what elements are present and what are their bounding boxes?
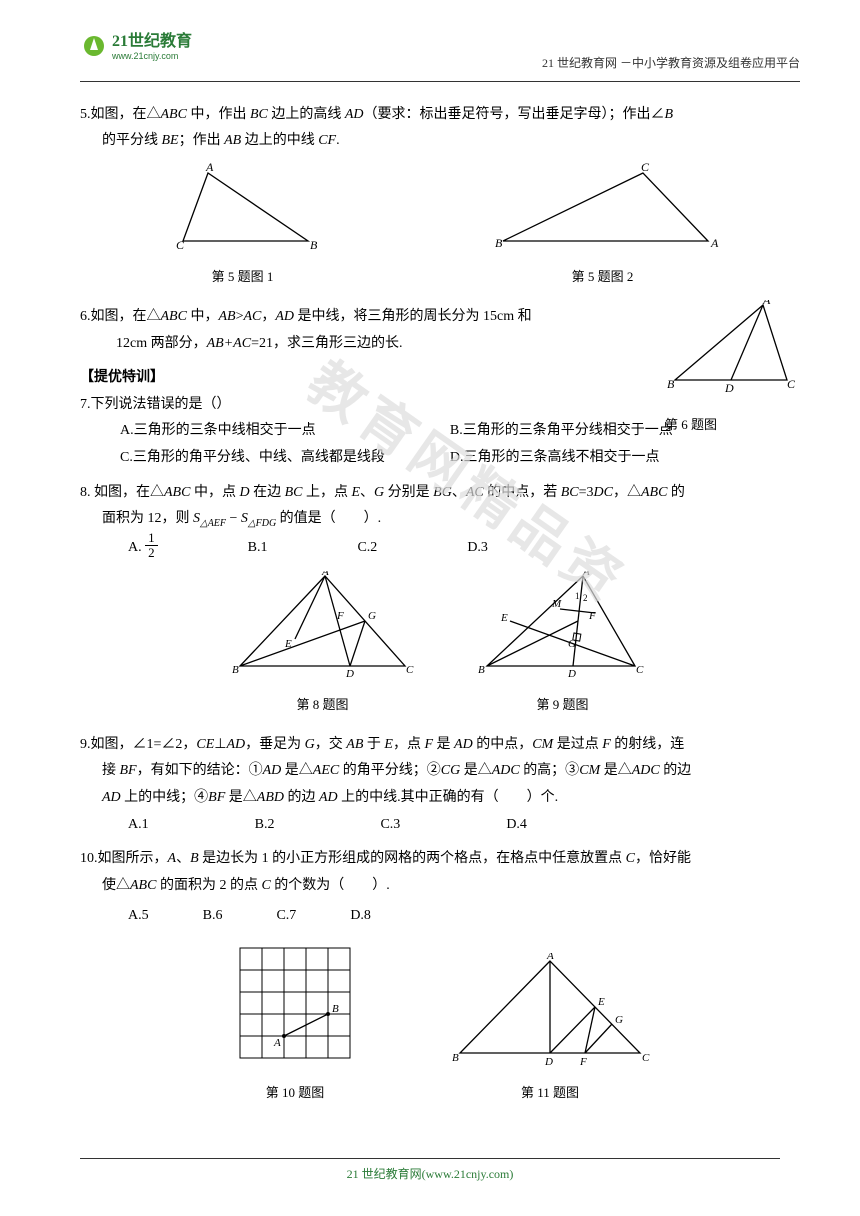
question-5: 5.如图，在△ABC 中，作出 BC 边上的高线 AD（要求：标出垂足符号，写出… [80,102,800,155]
svg-text:G: G [615,1014,623,1026]
q5-figures: A C B 第 5 题图 1 C B A 第 5 题图 2 [80,163,800,290]
svg-text:B: B [667,377,675,391]
q8-option-d: D.3 [467,535,488,562]
svg-text:F: F [588,610,596,622]
svg-text:A: A [273,1037,281,1049]
q11-figure: A B C D E F G 第 11 题图 [450,953,650,1105]
question-9: 9.如图，∠1=∠2，CE⊥AD，垂足为 G，交 AB 于 E，点 F 是 AD… [80,732,800,838]
svg-text:A: A [205,163,214,174]
q8-figure: A B C D E F G 第 8 题图 [230,571,415,718]
q7-option-a: A.三角形的三条中线相交于一点 [120,418,446,445]
svg-text:A: A [710,236,719,250]
q9-option-b: B.2 [255,812,275,839]
q7-option-c: C.三角形的角平分线、中线、高线都是线段 [120,445,446,472]
svg-text:D: D [345,668,354,680]
svg-text:C: C [642,1052,650,1064]
svg-text:G: G [568,638,576,650]
svg-text:M: M [551,598,562,610]
q5-figure-2: C B A 第 5 题图 2 [483,163,723,290]
svg-text:D: D [724,381,734,395]
svg-text:B: B [332,1003,339,1015]
page-header: 21世纪教育 www.21cnjy.com 21 世纪教育网 －中小学教育资源及… [80,0,800,82]
svg-text:C: C [636,664,644,676]
q10-option-a: A.5 [128,903,149,930]
svg-text:D: D [544,1056,553,1068]
question-10: 10.如图所示，A、B 是边长为 1 的小正方形组成的网格的两个格点，在格点中任… [80,846,800,930]
svg-text:A: A [321,571,329,578]
logo: 21世纪教育 www.21cnjy.com [80,28,240,75]
svg-text:D: D [567,668,576,680]
q8-option-c: C.2 [357,535,377,562]
svg-text:F: F [336,610,344,622]
svg-text:E: E [597,996,605,1008]
q7-option-d: D.三角形的三条高线不相交于一点 [450,445,776,472]
q8-option-a: A. 12 [128,533,158,563]
q6-figure: A B D C 第 6 题图 [665,300,795,437]
q9-option-c: C.3 [380,812,400,839]
q10-figure: A B 第 10 题图 [230,938,360,1105]
svg-text:www.21cnjy.com: www.21cnjy.com [111,51,178,61]
svg-text:B: B [452,1052,459,1064]
svg-text:B: B [478,664,485,676]
q10-option-d: D.8 [350,903,371,930]
svg-text:C: C [176,238,185,252]
svg-text:C: C [406,664,414,676]
q5-figure-1: A C B 第 5 题图 1 [158,163,328,290]
svg-text:B: B [495,236,503,250]
svg-text:G: G [368,610,376,622]
q8-option-b: B.1 [248,535,268,562]
svg-text:A: A [762,300,771,307]
q10-q11-figures: A B 第 10 题图 A B C D E F G 第 11 题图 [80,938,800,1105]
question-8: 8. 如图，在△ABC 中，点 D 在边 BC 上，点 E、G 分别是 BG、A… [80,480,800,563]
page-footer: 21 世纪教育网(www.21cnjy.com) [0,1158,860,1186]
q9-option-d: D.4 [506,812,527,839]
svg-text:2: 2 [583,593,588,603]
svg-text:A: A [546,953,554,962]
content: 5.如图，在△ABC 中，作出 BC 边上的高线 AD（要求：标出垂足符号，写出… [0,82,860,1106]
svg-text:F: F [579,1056,587,1068]
svg-text:1: 1 [575,591,580,601]
q9-option-a: A.1 [128,812,149,839]
svg-text:E: E [500,612,508,624]
header-right-text: 21 世纪教育网 －中小学教育资源及组卷应用平台 [542,52,800,75]
q9-figure: A B C D E M F G 1 2 第 9 题图 [475,571,650,718]
svg-text:21世纪教育: 21世纪教育 [112,31,192,50]
q10-option-b: B.6 [203,903,223,930]
svg-text:B: B [310,238,318,252]
svg-text:E: E [284,638,292,650]
svg-text:A: A [582,571,590,578]
svg-text:C: C [787,377,795,391]
svg-text:C: C [641,163,650,174]
q10-option-c: C.7 [276,903,296,930]
q8-q9-figures: A B C D E F G 第 8 题图 A B C D [80,571,800,718]
svg-text:B: B [232,664,239,676]
